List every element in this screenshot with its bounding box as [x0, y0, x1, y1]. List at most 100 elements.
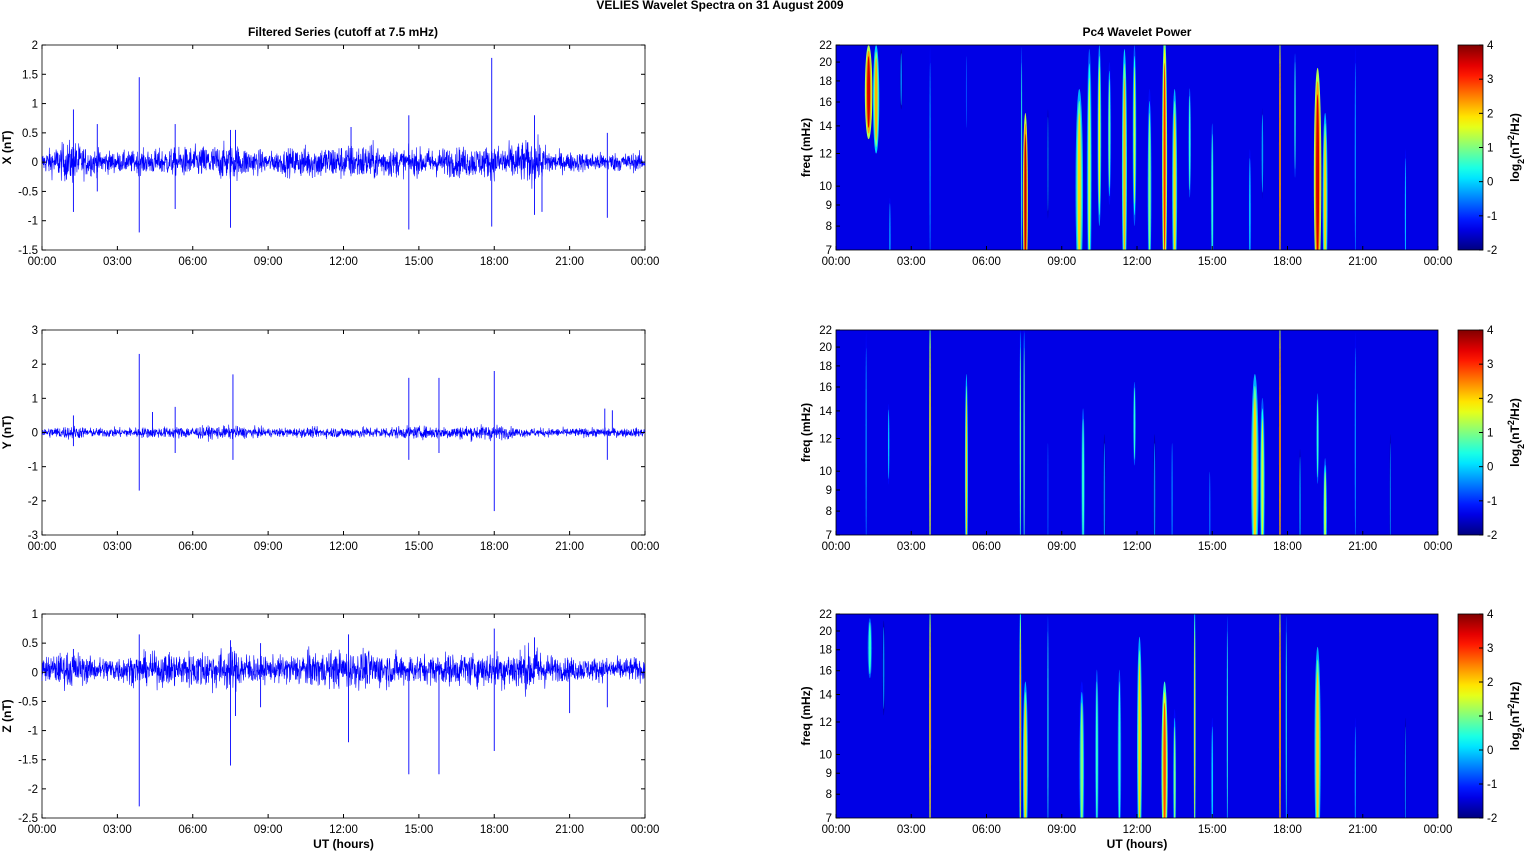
heatmap-marks	[867, 614, 1407, 818]
power-streak	[1211, 726, 1214, 818]
y-tick-label: -3	[28, 530, 38, 542]
colorbar-tick-label: 3	[1487, 74, 1493, 86]
y-tick-label: -1	[28, 726, 38, 738]
colorbar-label-part: log	[1508, 449, 1522, 467]
y-tick-label: 9	[826, 485, 832, 497]
y-tick-label: -1.5	[18, 245, 38, 257]
power-streak	[868, 622, 872, 675]
x-tick-label: 00:00	[822, 824, 851, 836]
power-streak	[1103, 443, 1106, 535]
power-streak	[1316, 671, 1319, 818]
y-tick-label: 1.5	[22, 69, 38, 81]
colorbar-scale	[1457, 613, 1484, 819]
x-tick-label: 21:00	[1348, 541, 1377, 553]
x-tick-label: 18:00	[1273, 541, 1302, 553]
y-tick-label: 12	[819, 717, 832, 729]
y-tick-label: -2.5	[18, 813, 38, 825]
x-tick-label: 18:00	[480, 541, 509, 553]
wavelet-panel-y: 00:00 03:00 06:00 09:00 12:00 15:00 18:00 21:00…	[799, 325, 1526, 553]
colorbar-tick-label: 2	[1487, 393, 1493, 405]
colorbar-scale	[1457, 44, 1484, 251]
x-tick-label: 15:00	[1198, 256, 1227, 268]
power-streak	[1047, 631, 1049, 818]
x-tick-label: 09:00	[254, 541, 283, 553]
colorbar-tick-label: -2	[1487, 245, 1497, 257]
wavelet-panel-z: 00:00 03:00 06:00 09:00 12:00 15:00 18:00 21:00…	[799, 609, 1526, 851]
y-tick-label: 14	[819, 406, 832, 418]
colorbar-tick-label: -1	[1487, 211, 1497, 223]
power-streak	[1354, 726, 1356, 818]
power-streak	[1261, 114, 1264, 193]
y-tick-label: 0.5	[22, 128, 38, 140]
y-tick-label: -1	[28, 462, 38, 474]
x-tick-label: 06:00	[972, 824, 1001, 836]
timeseries-panel-x: 00:00 03:00 06:00 09:00 12:00 15:00 18:00 21:00…	[0, 40, 659, 268]
x-tick-label: 00:00	[28, 541, 57, 553]
colorbar-label-part: 2	[1516, 727, 1526, 732]
y-tick-label: 20	[819, 626, 832, 638]
y-tick-label: 22	[819, 325, 832, 337]
power-streak	[874, 58, 878, 141]
x-tick-label: 09:00	[1047, 541, 1076, 553]
y-tick-label: 12	[819, 149, 832, 161]
y-tick-label: 0	[32, 667, 38, 679]
power-streak	[1019, 631, 1021, 818]
x-tick-label: 03:00	[103, 256, 132, 268]
x-tick-label: 12:00	[1123, 256, 1152, 268]
x-tick-label: 00:00	[1424, 256, 1453, 268]
x-tick-label: 18:00	[1273, 824, 1302, 836]
y-tick-label: 10	[819, 749, 832, 761]
power-streak	[1108, 79, 1111, 188]
x-tick-label: 00:00	[631, 256, 660, 268]
heatmap-background	[836, 614, 1438, 818]
power-streak	[1249, 158, 1251, 250]
x-tick-label: 03:00	[897, 541, 926, 553]
colorbar-label-part: 2	[1506, 704, 1516, 709]
y-tick-label: 1	[32, 393, 38, 405]
y-tick-label: 18	[819, 645, 832, 657]
x-tick-label: 09:00	[1047, 256, 1076, 268]
x-tick-label: 15:00	[404, 256, 433, 268]
y-tick-label: 16	[819, 666, 832, 678]
colorbar-label-part: (nT	[1508, 425, 1522, 444]
x-tick-label: 03:00	[897, 824, 926, 836]
power-streak	[1163, 62, 1166, 250]
x-tick-label: 03:00	[103, 541, 132, 553]
y-tick-label: -1.5	[18, 755, 38, 767]
power-streak	[929, 631, 931, 818]
power-streak	[1080, 702, 1084, 818]
colorbar-tick-label: 0	[1487, 462, 1493, 474]
x-tick-label: 09:00	[254, 256, 283, 268]
x-axis-label: UT (hours)	[313, 837, 374, 851]
colorbar-label-part: log	[1508, 732, 1522, 750]
x-tick-label: 06:00	[972, 256, 1001, 268]
left-column-title: Filtered Series (cutoff at 7.5 mHz)	[248, 25, 438, 39]
power-streak	[1324, 471, 1326, 535]
x-tick-label: 21:00	[555, 256, 584, 268]
x-tick-label: 06:00	[178, 256, 207, 268]
y-tick-label: 7	[826, 245, 832, 257]
colorbar-label-part: /Hz)	[1508, 398, 1522, 420]
y-tick-label: 3	[32, 325, 38, 337]
timeseries-panel-z: 00:00 03:00 06:00 09:00 12:00 15:00 18:00 21:00…	[0, 609, 659, 851]
heatmap-background	[836, 45, 1438, 250]
colorbar-tick-label: -2	[1487, 530, 1497, 542]
power-streak	[1047, 116, 1049, 212]
power-streak	[1253, 397, 1257, 535]
x-tick-label: 15:00	[1198, 824, 1227, 836]
series-line	[41, 642, 646, 697]
power-streak	[1279, 62, 1281, 250]
colorbar-scale	[1457, 329, 1484, 536]
x-tick-label: 00:00	[631, 824, 660, 836]
x-tick-label: 09:00	[1047, 824, 1076, 836]
heatmap-marks	[864, 45, 1407, 250]
colorbar-label-part: 2	[1506, 135, 1516, 140]
colorbar-tick-label: 1	[1487, 143, 1493, 155]
y-tick-label: 18	[819, 76, 832, 88]
y-tick-label: 8	[826, 506, 832, 518]
y-tick-label: 22	[819, 40, 832, 52]
x-tick-label: 21:00	[1348, 256, 1377, 268]
x-tick-label: 06:00	[178, 541, 207, 553]
